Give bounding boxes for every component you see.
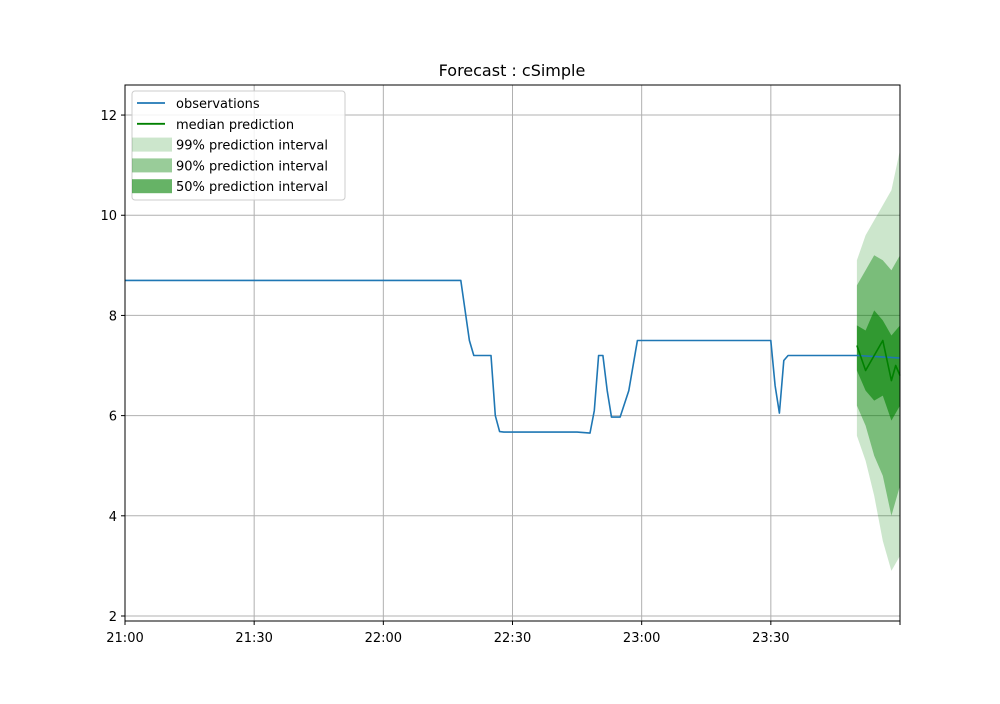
interval-band xyxy=(856,310,900,421)
legend-swatch xyxy=(132,179,172,194)
y-tick-label: 10 xyxy=(100,209,117,224)
x-tick-label: 23:00 xyxy=(623,631,660,646)
legend-label: observations xyxy=(176,97,260,112)
legend: observations median prediction 99% predict… xyxy=(131,90,346,201)
series-line xyxy=(856,339,901,382)
chart-title: Forecast : cSimple xyxy=(439,61,586,80)
x-tick-label: 22:30 xyxy=(494,631,531,646)
y-tick-label: 4 xyxy=(109,510,117,525)
x-tick-label: 21:00 xyxy=(106,631,143,646)
legend-label: median prediction xyxy=(176,118,294,133)
x-tick-label: 23:30 xyxy=(752,631,789,646)
x-tick-label: 21:30 xyxy=(235,631,272,646)
legend-box xyxy=(131,90,346,201)
interval-bands xyxy=(856,150,900,571)
y-tick-label: 6 xyxy=(109,410,117,425)
legend-swatch xyxy=(132,158,172,173)
legend-label: 90% prediction interval xyxy=(176,159,328,174)
legend-label: 50% prediction interval xyxy=(176,180,328,195)
y-tick-label: 2 xyxy=(109,610,117,625)
axis-ticks: 21:00 21:30 22:00 22:30 23:00 23:30 2 4 6 8 10 12 xyxy=(100,109,901,646)
series-line xyxy=(125,279,901,434)
legend-swatch xyxy=(132,137,172,152)
y-tick-label: 12 xyxy=(100,109,117,124)
y-tick-label: 8 xyxy=(109,309,117,324)
legend-label: 99% prediction interval xyxy=(176,139,328,154)
x-tick-label: 22:00 xyxy=(365,631,402,646)
series-lines xyxy=(125,279,901,434)
